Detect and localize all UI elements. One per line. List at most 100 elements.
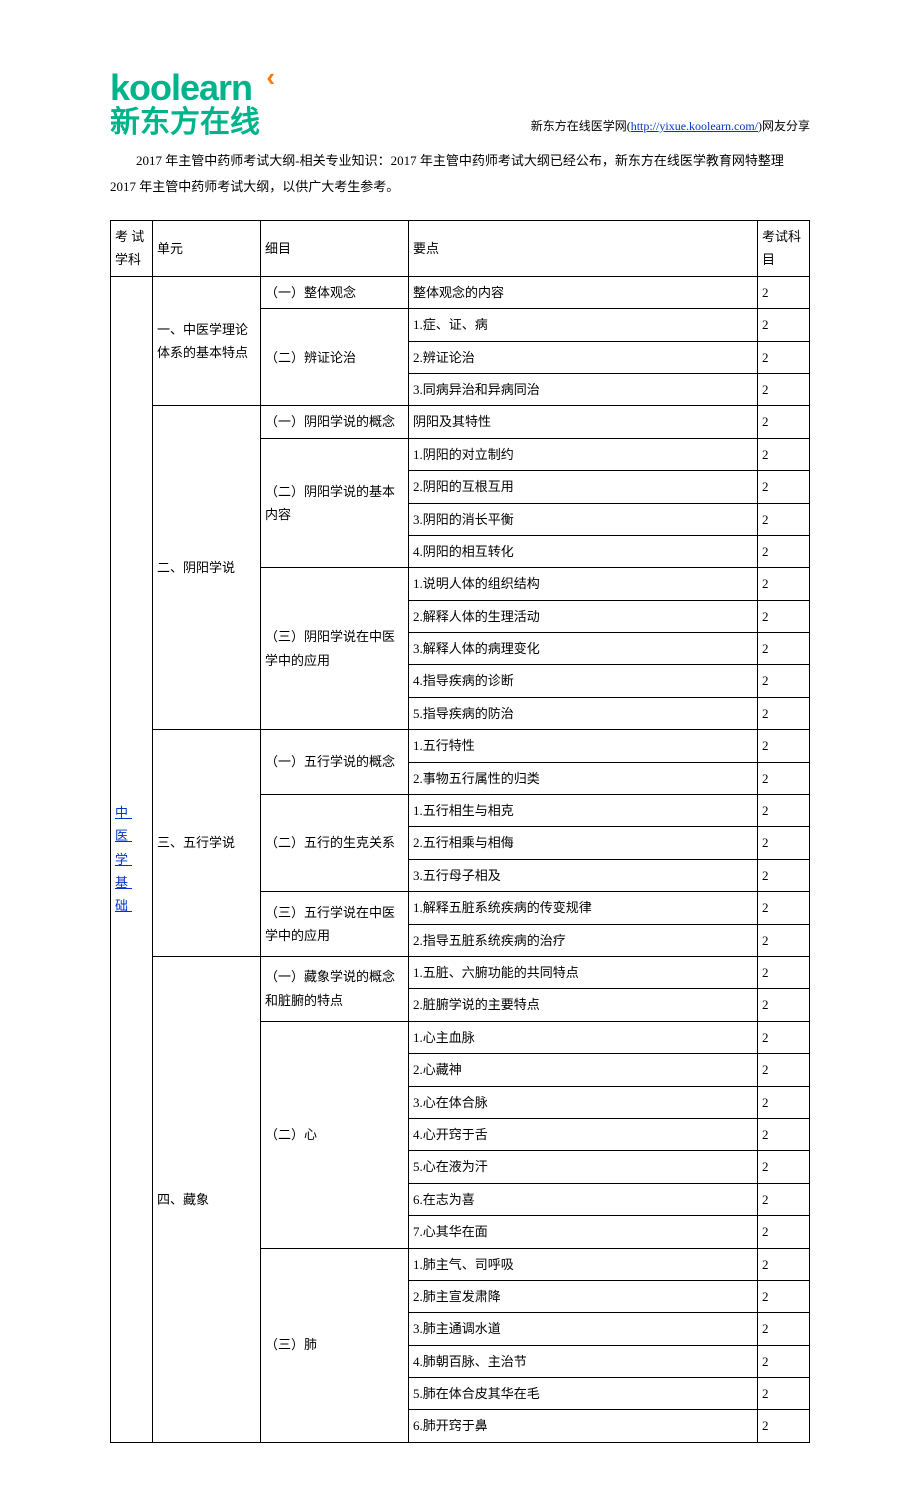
exam-cell: 2 bbox=[758, 503, 810, 535]
point-cell: 7.心其华在面 bbox=[409, 1216, 758, 1248]
point-cell: 5.指导疾病的防治 bbox=[409, 697, 758, 729]
exam-cell: 2 bbox=[758, 827, 810, 859]
exam-cell: 2 bbox=[758, 1248, 810, 1280]
subject-cell: 中 医学 基础 bbox=[111, 276, 153, 1442]
point-cell: 2.心藏神 bbox=[409, 1054, 758, 1086]
exam-cell: 2 bbox=[758, 730, 810, 762]
exam-cell: 2 bbox=[758, 1021, 810, 1053]
logo-en-text: koolearn bbox=[110, 67, 252, 108]
detail-cell: （三）五行学说在中医学中的应用 bbox=[261, 892, 409, 957]
logo-arrow-icon: ‹ bbox=[266, 64, 274, 90]
detail-cell: （二）五行的生克关系 bbox=[261, 795, 409, 892]
point-cell: 2.指导五脏系统疾病的治疗 bbox=[409, 924, 758, 956]
exam-cell: 2 bbox=[758, 600, 810, 632]
exam-cell: 2 bbox=[758, 438, 810, 470]
point-cell: 整体观念的内容 bbox=[409, 276, 758, 308]
unit-cell: 三、五行学说 bbox=[153, 730, 261, 957]
table-header-detail: 细目 bbox=[261, 221, 409, 277]
exam-cell: 2 bbox=[758, 956, 810, 988]
exam-cell: 2 bbox=[758, 1410, 810, 1442]
detail-cell: （一）阴阳学说的概念 bbox=[261, 406, 409, 438]
exam-cell: 2 bbox=[758, 633, 810, 665]
point-cell: 1.肺主气、司呼吸 bbox=[409, 1248, 758, 1280]
point-cell: 阴阳及其特性 bbox=[409, 406, 758, 438]
logo-english: koolearn ‹ bbox=[110, 70, 260, 106]
header-suffix: )网友分享 bbox=[758, 119, 810, 133]
point-cell: 6.在志为喜 bbox=[409, 1183, 758, 1215]
exam-cell: 2 bbox=[758, 373, 810, 405]
exam-cell: 2 bbox=[758, 1216, 810, 1248]
exam-cell: 2 bbox=[758, 697, 810, 729]
point-cell: 1.五行相生与相克 bbox=[409, 795, 758, 827]
exam-cell: 2 bbox=[758, 471, 810, 503]
point-cell: 2.阴阳的互根互用 bbox=[409, 471, 758, 503]
exam-cell: 2 bbox=[758, 309, 810, 341]
point-cell: 2.五行相乘与相侮 bbox=[409, 827, 758, 859]
point-cell: 4.阴阳的相互转化 bbox=[409, 535, 758, 567]
point-cell: 3.心在体合脉 bbox=[409, 1086, 758, 1118]
table-row: 中 医学 基础一、中医学理论体系的基本特点（一）整体观念整体观念的内容2 bbox=[111, 276, 810, 308]
exam-cell: 2 bbox=[758, 795, 810, 827]
exam-cell: 2 bbox=[758, 762, 810, 794]
point-cell: 1.症、证、病 bbox=[409, 309, 758, 341]
exam-cell: 2 bbox=[758, 276, 810, 308]
point-cell: 5.肺在体合皮其华在毛 bbox=[409, 1378, 758, 1410]
point-cell: 3.解释人体的病理变化 bbox=[409, 633, 758, 665]
header-link[interactable]: http://yixue.koolearn.com/ bbox=[631, 119, 758, 133]
point-cell: 3.同病异治和异病同治 bbox=[409, 373, 758, 405]
detail-cell: （三）阴阳学说在中医学中的应用 bbox=[261, 568, 409, 730]
table-row: 二、阴阳学说（一）阴阳学说的概念阴阳及其特性2 bbox=[111, 406, 810, 438]
detail-cell: （一）整体观念 bbox=[261, 276, 409, 308]
point-cell: 5.心在液为汗 bbox=[409, 1151, 758, 1183]
table-row: 四、藏象（一）藏象学说的概念和脏腑的特点1.五脏、六腑功能的共同特点2 bbox=[111, 956, 810, 988]
logo-chinese: 新东方在线 bbox=[110, 108, 260, 138]
unit-cell: 二、阴阳学说 bbox=[153, 406, 261, 730]
point-cell: 2.辨证论治 bbox=[409, 341, 758, 373]
subject-link[interactable]: 中 医学 基础 bbox=[115, 805, 132, 914]
point-cell: 1.阴阳的对立制约 bbox=[409, 438, 758, 470]
point-cell: 1.心主血脉 bbox=[409, 1021, 758, 1053]
point-cell: 2.肺主宣发肃降 bbox=[409, 1280, 758, 1312]
header-source: 新东方在线医学网(http://yixue.koolearn.com/)网友分享 bbox=[531, 117, 810, 134]
syllabus-table: 考 试学科单元细目要点考试科目中 医学 基础一、中医学理论体系的基本特点（一）整… bbox=[110, 220, 810, 1443]
unit-cell: 四、藏象 bbox=[153, 956, 261, 1442]
detail-cell: （二）辨证论治 bbox=[261, 309, 409, 406]
exam-cell: 2 bbox=[758, 1183, 810, 1215]
point-cell: 4.肺朝百脉、主治节 bbox=[409, 1345, 758, 1377]
point-cell: 3.阴阳的消长平衡 bbox=[409, 503, 758, 535]
point-cell: 3.肺主通调水道 bbox=[409, 1313, 758, 1345]
exam-cell: 2 bbox=[758, 859, 810, 891]
exam-cell: 2 bbox=[758, 1086, 810, 1118]
detail-cell: （一）五行学说的概念 bbox=[261, 730, 409, 795]
point-cell: 3.五行母子相及 bbox=[409, 859, 758, 891]
page-root: koolearn ‹ 新东方在线 新东方在线医学网(http://yixue.k… bbox=[0, 0, 920, 1503]
point-cell: 4.指导疾病的诊断 bbox=[409, 665, 758, 697]
point-cell: 1.解释五脏系统疾病的传变规律 bbox=[409, 892, 758, 924]
point-cell: 1.说明人体的组织结构 bbox=[409, 568, 758, 600]
table-header-exam: 考试科目 bbox=[758, 221, 810, 277]
unit-cell: 一、中医学理论体系的基本特点 bbox=[153, 276, 261, 406]
detail-cell: （二）心 bbox=[261, 1021, 409, 1248]
exam-cell: 2 bbox=[758, 1378, 810, 1410]
exam-cell: 2 bbox=[758, 1280, 810, 1312]
table-header-unit: 单元 bbox=[153, 221, 261, 277]
table-header-point: 要点 bbox=[409, 221, 758, 277]
exam-cell: 2 bbox=[758, 1345, 810, 1377]
exam-cell: 2 bbox=[758, 535, 810, 567]
detail-cell: （三）肺 bbox=[261, 1248, 409, 1442]
exam-cell: 2 bbox=[758, 892, 810, 924]
point-cell: 2.脏腑学说的主要特点 bbox=[409, 989, 758, 1021]
exam-cell: 2 bbox=[758, 1054, 810, 1086]
header-prefix: 新东方在线医学网( bbox=[531, 119, 631, 133]
detail-cell: （一）藏象学说的概念和脏腑的特点 bbox=[261, 956, 409, 1021]
intro-paragraph: 2017 年主管中药师考试大纲-相关专业知识：2017 年主管中药师考试大纲已经… bbox=[110, 148, 810, 200]
exam-cell: 2 bbox=[758, 1313, 810, 1345]
exam-cell: 2 bbox=[758, 1151, 810, 1183]
point-cell: 2.解释人体的生理活动 bbox=[409, 600, 758, 632]
exam-cell: 2 bbox=[758, 924, 810, 956]
exam-cell: 2 bbox=[758, 989, 810, 1021]
point-cell: 6.肺开窍于鼻 bbox=[409, 1410, 758, 1442]
point-cell: 1.五脏、六腑功能的共同特点 bbox=[409, 956, 758, 988]
exam-cell: 2 bbox=[758, 568, 810, 600]
header-row: koolearn ‹ 新东方在线 新东方在线医学网(http://yixue.k… bbox=[110, 70, 810, 138]
